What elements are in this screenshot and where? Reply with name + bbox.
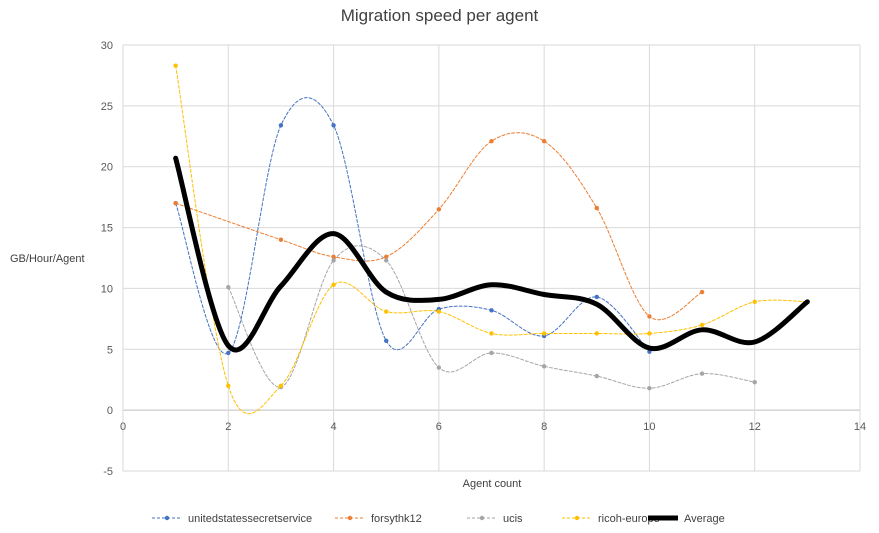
- data-point: [278, 383, 284, 388]
- data-point: [436, 207, 442, 212]
- legend-marker: [164, 515, 170, 521]
- legend-marker: [479, 515, 485, 521]
- legend-marker: [347, 515, 353, 521]
- data-point: [436, 365, 442, 370]
- y-tick-label: 5: [107, 344, 113, 356]
- y-tick-label: 0: [107, 405, 113, 417]
- data-point: [278, 237, 284, 242]
- data-point: [384, 258, 389, 263]
- legend-item: ucis: [467, 513, 523, 525]
- data-point: [594, 331, 599, 336]
- data-point: [173, 201, 178, 206]
- data-point: [541, 331, 547, 336]
- data-point: [647, 331, 652, 336]
- chart-title: Migration speed per agent: [340, 6, 539, 25]
- data-point: [278, 123, 284, 128]
- data-point: [541, 364, 547, 369]
- data-point: [226, 285, 231, 290]
- data-point: [331, 258, 336, 263]
- y-axis-label: GB/Hour/Agent: [10, 253, 85, 265]
- data-point: [594, 373, 599, 379]
- series-line: [175, 132, 703, 320]
- data-point: [226, 350, 231, 356]
- data-point: [647, 314, 652, 319]
- data-point: [699, 322, 705, 328]
- series-line: [173, 155, 810, 353]
- data-point: [752, 379, 757, 385]
- y-tick-label: 15: [101, 223, 113, 235]
- data-point: [384, 309, 389, 314]
- legend-item: ricoh-europe: [562, 513, 660, 525]
- y-tick-label: 20: [101, 162, 113, 174]
- data-point: [699, 289, 705, 295]
- grid-lines: [122, 44, 861, 472]
- data-point: [226, 383, 231, 388]
- data-point: [594, 205, 599, 211]
- legend-label: ricoh-europe: [598, 513, 660, 525]
- series-ucis: [226, 245, 757, 391]
- x-tick-label: 4: [331, 421, 337, 433]
- series-line: [175, 65, 808, 415]
- data-point: [489, 331, 494, 336]
- x-tick-label: 10: [643, 421, 655, 433]
- x-tick-label: 12: [749, 421, 761, 433]
- x-tick-label: 8: [541, 421, 547, 433]
- y-tick-label: 25: [101, 101, 113, 113]
- legend-item: unitedstatessecretservice: [152, 513, 312, 525]
- legend-label: Average: [684, 513, 725, 525]
- data-point: [489, 308, 494, 313]
- data-point: [384, 254, 389, 259]
- legend-item: Average: [648, 513, 725, 525]
- x-tick-label: 0: [120, 421, 126, 433]
- tick-labels: -5 0 5 10 15 20 25 30 0 2 4 6 8 10 12 14: [101, 40, 866, 478]
- data-point: [331, 282, 336, 287]
- x-tick-label: 14: [854, 421, 866, 433]
- x-tick-label: 6: [436, 421, 442, 433]
- series-ricoh-europe: [173, 63, 810, 415]
- data-point: [647, 386, 652, 391]
- legend-item: forsythk12: [335, 513, 422, 525]
- series-forsythk12: [173, 132, 705, 320]
- data-point: [541, 138, 547, 144]
- data-point: [752, 299, 757, 305]
- data-point: [489, 138, 494, 144]
- series-line: [227, 245, 756, 389]
- data-point: [436, 309, 442, 314]
- data-point: [699, 371, 705, 376]
- legend: unitedstatessecretservice forsythk12 ucis r…: [152, 513, 725, 525]
- x-axis-label: Agent count: [462, 478, 522, 490]
- legend-label: forsythk12: [371, 513, 422, 525]
- y-tick-label: 10: [101, 283, 113, 295]
- series-average: [173, 155, 810, 353]
- data-point: [331, 123, 336, 128]
- legend-marker: [574, 515, 580, 521]
- series-unitedstatessecretservice: [173, 97, 652, 356]
- data-point: [489, 350, 494, 356]
- y-tick-label: 30: [101, 40, 113, 52]
- x-tick-label: 2: [225, 421, 231, 433]
- data-point: [594, 294, 599, 300]
- legend-label: unitedstatessecretservice: [188, 513, 312, 525]
- y-tick-label: -5: [103, 466, 113, 478]
- data-point: [331, 254, 336, 259]
- series-lines: [173, 63, 810, 415]
- legend-label: ucis: [503, 513, 523, 525]
- data-point: [384, 338, 389, 343]
- data-point: [173, 63, 178, 68]
